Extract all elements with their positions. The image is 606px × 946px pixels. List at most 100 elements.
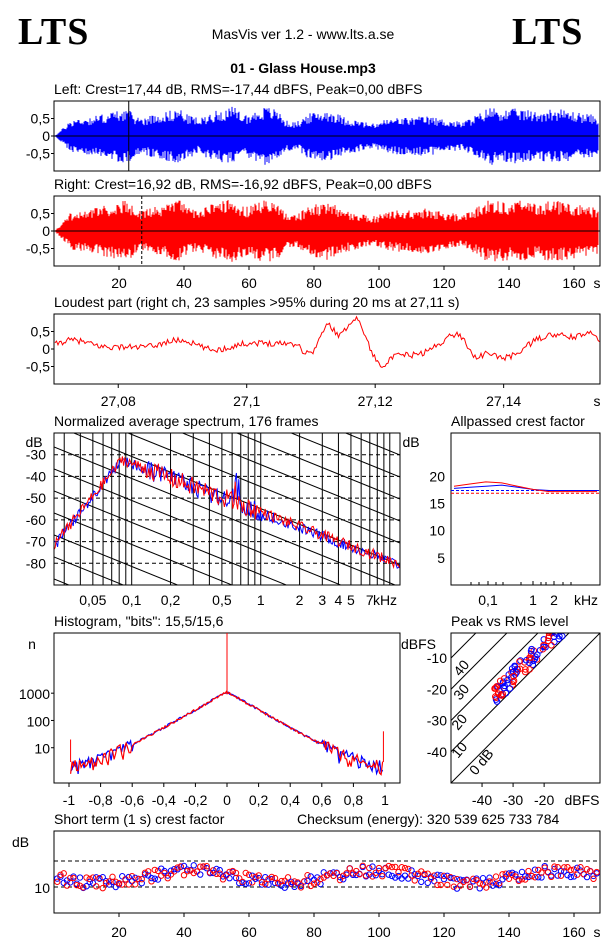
shortterm-frame xyxy=(53,830,601,914)
spectrum-xtick-label: 4 xyxy=(335,592,343,608)
shortterm-xtick-label: 120 xyxy=(432,924,456,940)
shortterm-point-right xyxy=(60,870,67,877)
pvr-point xyxy=(516,658,523,665)
pvr-crest-label: 30 xyxy=(450,681,472,703)
histogram-xtick-label: 0,6 xyxy=(312,792,332,808)
spectrum-slope-line xyxy=(344,433,400,456)
shortterm-point-right xyxy=(346,865,353,872)
shortterm-point-right xyxy=(252,873,259,881)
spectrum-title: Normalized average spectrum, 176 frames xyxy=(54,413,319,429)
shortterm-point-right xyxy=(67,874,74,882)
shortterm-point-left xyxy=(138,879,145,887)
shortterm-point-right xyxy=(457,882,464,889)
pvr-point xyxy=(550,633,552,634)
crest-xtick-label: 2 xyxy=(550,592,558,608)
shortterm-point-right xyxy=(96,875,103,882)
shortterm-point-right xyxy=(577,864,584,871)
shortterm-point-left xyxy=(577,867,584,874)
shortterm-point-right xyxy=(369,873,376,880)
shortterm-point-left xyxy=(119,873,126,880)
shortterm-point-left xyxy=(489,882,496,889)
pvr-crest-label: 40 xyxy=(450,657,472,679)
spectrum-xtick-label: 0,5 xyxy=(212,592,232,608)
pvr-point xyxy=(529,661,537,669)
histogram-xtick-label: 0,2 xyxy=(249,792,269,808)
file-title: 01 - Glass House.mp3 xyxy=(230,60,376,76)
histogram-xtick-label: -0,4 xyxy=(152,792,176,808)
spectrum-slope-line xyxy=(235,433,400,500)
shortterm-point-right xyxy=(314,879,321,886)
shortterm-point-right xyxy=(453,875,461,883)
crest-series-right xyxy=(453,481,597,493)
shortterm-point-right xyxy=(197,863,204,870)
shortterm-point-left xyxy=(210,869,217,877)
shortterm-point-left xyxy=(414,872,422,880)
shortterm-point-left xyxy=(151,875,158,882)
shortterm-point-right xyxy=(583,866,591,873)
shortterm-point-right xyxy=(548,873,555,881)
shortterm-point-left xyxy=(486,874,493,881)
shortterm-point-left xyxy=(509,869,516,877)
spectrum-slope-line xyxy=(54,490,288,585)
shortterm-point-right xyxy=(317,875,324,883)
shortterm-point-left xyxy=(557,867,565,875)
histogram-xtick-label: -0,8 xyxy=(89,792,113,808)
shortterm-point-right xyxy=(437,881,444,889)
shortterm-point-right xyxy=(99,884,106,892)
shortterm-point-right xyxy=(268,873,275,881)
shortterm-point-right xyxy=(135,875,142,883)
shortterm-point-right xyxy=(440,872,448,880)
pvr-point xyxy=(506,685,514,692)
pvr-point xyxy=(491,684,499,692)
pvr-point xyxy=(553,624,559,630)
pvr-point xyxy=(545,634,552,642)
shortterm-point-left xyxy=(353,871,360,879)
shortterm-point-right xyxy=(398,864,405,871)
shortterm-point-right xyxy=(561,864,568,871)
shortterm-point-right xyxy=(470,875,477,883)
crest-factor-title: Allpassed crest factor xyxy=(451,413,585,429)
pvr-point xyxy=(552,633,560,637)
pvr-point xyxy=(496,677,504,685)
shortterm-point-right xyxy=(310,880,318,887)
shortterm-xtick-label: 160 xyxy=(562,924,586,940)
shortterm-point-left xyxy=(531,866,539,873)
time-axis-label: 160 xyxy=(562,275,586,291)
shortterm-point-left xyxy=(375,867,383,875)
spectrum-xtick-label: 3 xyxy=(318,592,326,608)
pvr-crest-label: 0 dB xyxy=(466,746,497,778)
shortterm-point-right xyxy=(171,868,178,875)
shortterm-point-right xyxy=(405,865,412,873)
shortterm-point-left xyxy=(252,875,259,882)
histogram-xtick-label: -0,6 xyxy=(120,792,144,808)
shortterm-point-right xyxy=(219,876,227,883)
shortterm-point-left xyxy=(444,872,451,880)
shortterm-point-right xyxy=(450,883,457,890)
histogram-xtick-label: 1 xyxy=(381,792,389,808)
spectrum-xtick-label: 7 xyxy=(366,592,374,608)
shortterm-point-right xyxy=(463,876,470,884)
shortterm-point-right xyxy=(177,863,184,870)
shortterm-point-left xyxy=(268,875,275,883)
shortterm-ytick-label: 10 xyxy=(34,880,50,896)
pvr-crest-line xyxy=(451,633,508,690)
pvr-point xyxy=(504,676,511,684)
spectrum-ytick-label: -30 xyxy=(26,447,46,463)
spectrum-xtick-label: 0,1 xyxy=(122,592,142,608)
shortterm-xtick-label: 20 xyxy=(111,924,127,940)
waveform-ytick-label: 0,5 xyxy=(31,206,51,222)
waveform-ytick-label: 0 xyxy=(42,128,50,144)
shortterm-point-left xyxy=(496,882,503,889)
shortterm-point-left xyxy=(385,871,392,878)
shortterm-point-left xyxy=(102,878,110,885)
shortterm-point-left xyxy=(476,885,483,892)
shortterm-point-right xyxy=(366,864,373,872)
pvr-point xyxy=(541,642,548,650)
shortterm-point-left xyxy=(265,881,272,888)
shortterm-point-right xyxy=(54,878,61,885)
crest-xtick-label: 0,1 xyxy=(478,592,498,608)
shortterm-point-left xyxy=(148,874,155,882)
shortterm-point-left xyxy=(180,862,188,870)
shortterm-point-left xyxy=(518,868,526,876)
shortterm-point-right xyxy=(460,878,467,886)
